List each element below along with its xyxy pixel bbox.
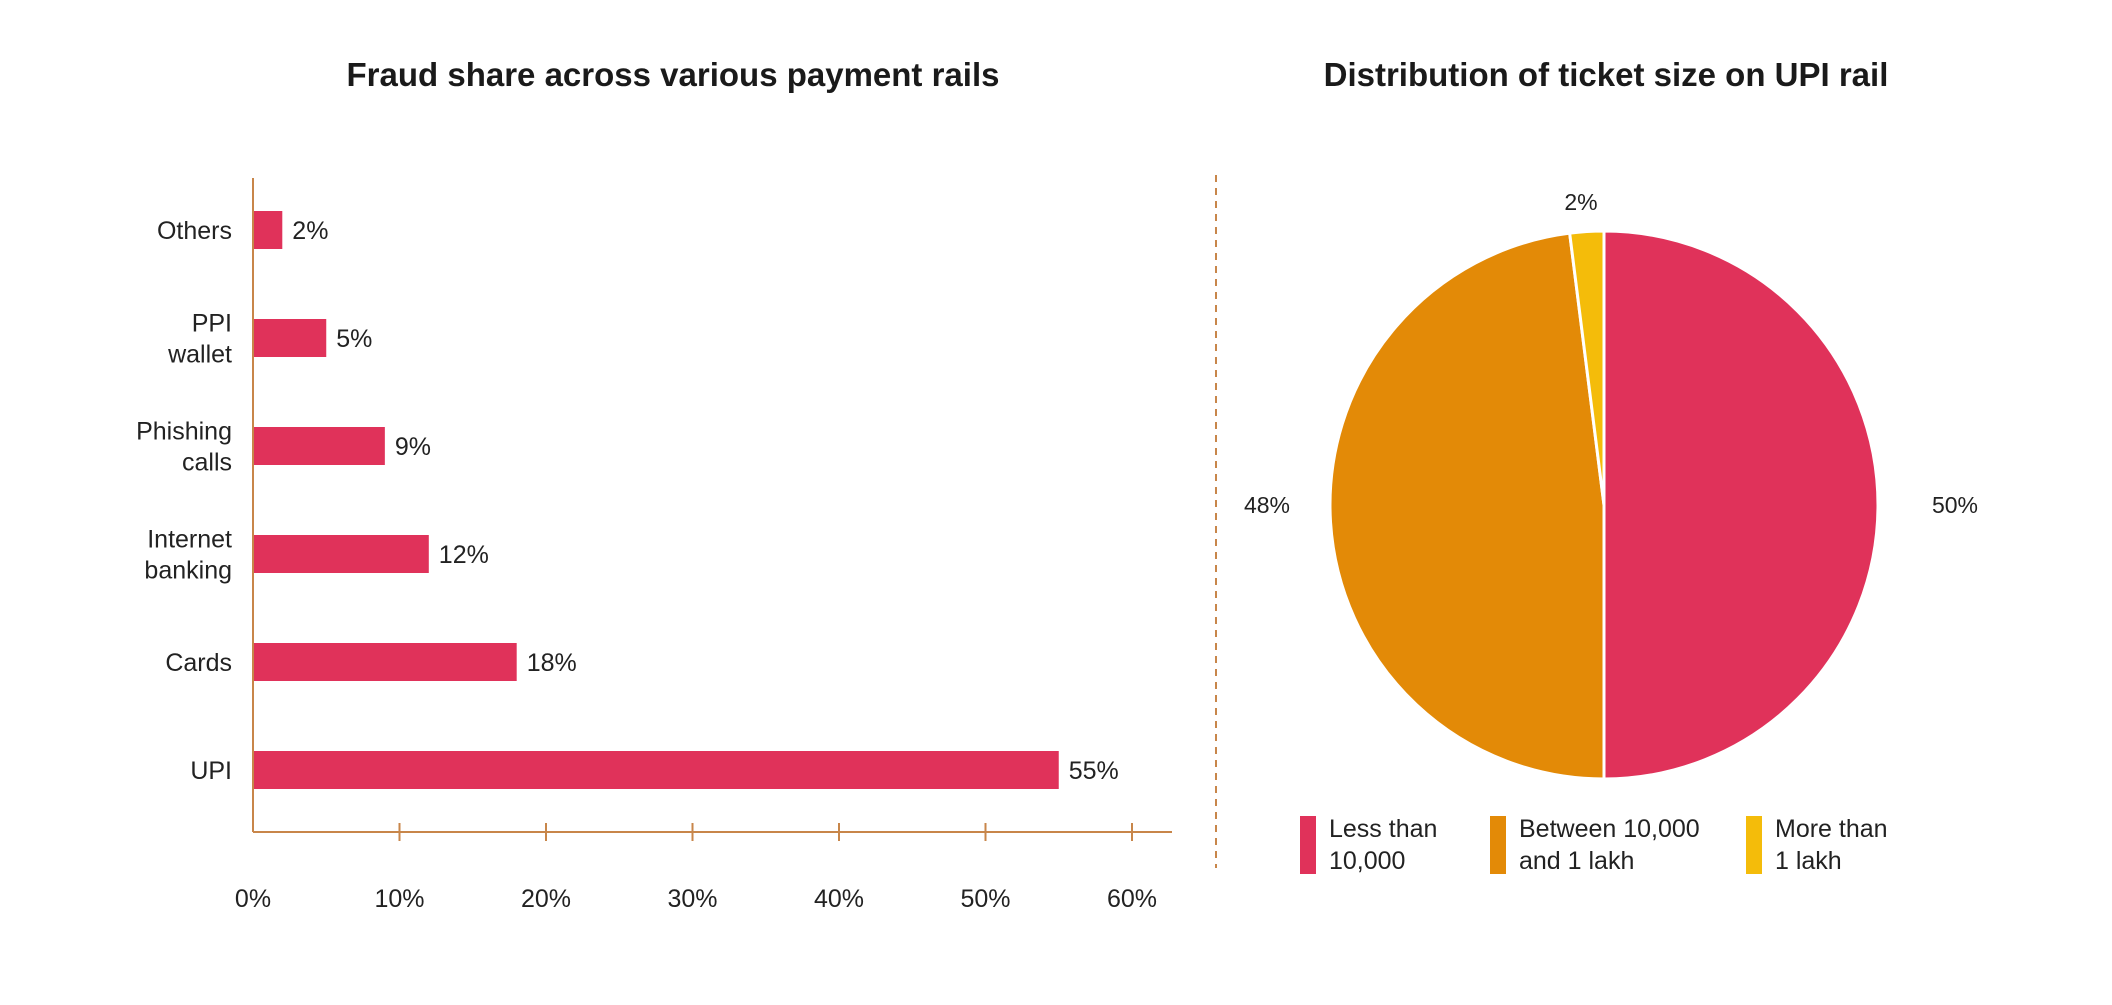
bar-category-label: Phishing <box>136 418 232 446</box>
pie-legend-swatch <box>1300 816 1316 874</box>
bar <box>254 751 1059 789</box>
bar-x-tick-label: 60% <box>1107 885 1157 913</box>
bar-category-label: banking <box>144 557 232 585</box>
bar-category-label: wallet <box>167 341 232 369</box>
pie-value-label: 50% <box>1932 492 1978 518</box>
bar <box>254 211 283 249</box>
bar <box>254 535 429 573</box>
bar-category-label: calls <box>182 449 232 477</box>
pie-legend-label: Between 10,000 <box>1519 815 1700 843</box>
pie-chart-title: Distribution of ticket size on UPI rail <box>1324 56 1889 93</box>
bar <box>254 319 327 357</box>
bar <box>254 427 385 465</box>
bar-x-tick-label: 10% <box>374 885 424 913</box>
pie-slice <box>1568 229 1606 507</box>
pie-legend-label: Less than <box>1329 815 1437 843</box>
bar-x-tick-label: 50% <box>960 885 1010 913</box>
bar-category-label: UPI <box>190 757 232 785</box>
bar-value-label: 9% <box>395 433 431 461</box>
pie-slice <box>1328 231 1606 781</box>
bar-value-label: 2% <box>292 217 328 245</box>
pie-legend-label: More than <box>1775 815 1888 843</box>
bar-value-label: 12% <box>439 541 489 569</box>
bar <box>254 643 517 681</box>
pie-value-label: 2% <box>1564 189 1597 215</box>
bar-x-tick-label: 0% <box>235 885 271 913</box>
bar-category-label: Others <box>157 217 232 245</box>
bar-chart-title: Fraud share across various payment rails <box>347 56 1000 93</box>
pie-value-label: 48% <box>1244 492 1290 518</box>
bar-x-tick-label: 30% <box>667 885 717 913</box>
pie-legend-swatch <box>1490 816 1506 874</box>
bar-x-tick-label: 20% <box>521 885 571 913</box>
bar-value-label: 5% <box>336 325 372 353</box>
bar-category-label: Internet <box>147 526 232 554</box>
pie-legend-label: and 1 lakh <box>1519 847 1634 875</box>
bar-value-label: 18% <box>527 649 577 677</box>
pie-legend-swatch <box>1746 816 1762 874</box>
bar-x-tick-label: 40% <box>814 885 864 913</box>
bar-value-label: 55% <box>1069 757 1119 785</box>
pie-legend-label: 10,000 <box>1329 847 1405 875</box>
pie-slice <box>1602 229 1880 781</box>
bar-category-label: Cards <box>165 649 232 677</box>
bar-category-label: PPI <box>192 310 232 338</box>
pie-legend-label: 1 lakh <box>1775 847 1842 875</box>
